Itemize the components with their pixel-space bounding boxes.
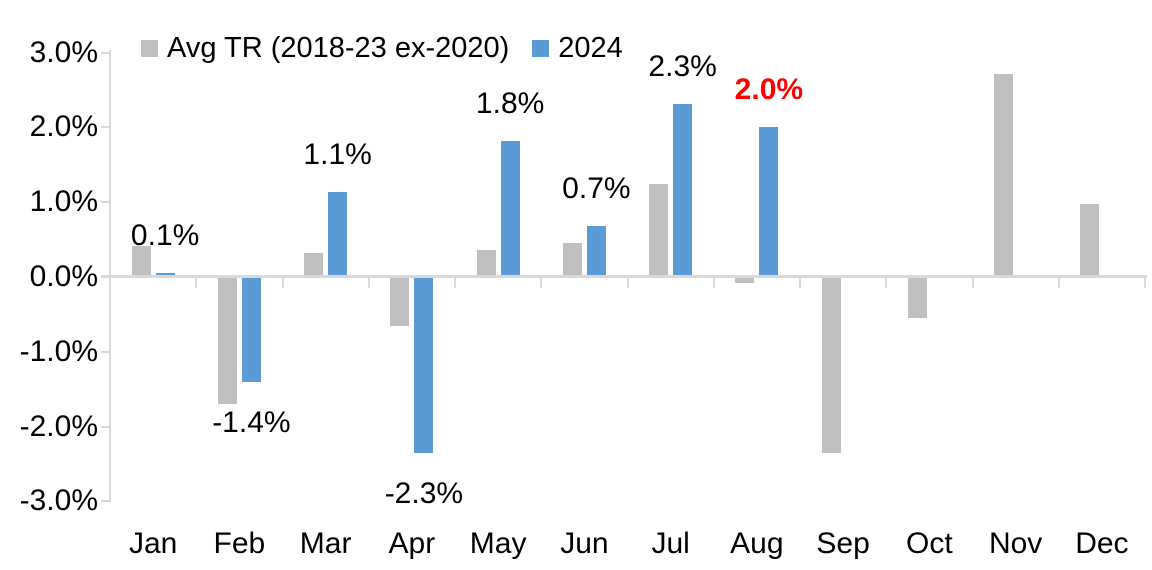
x-axis-tick: [281, 278, 284, 288]
y-axis-tick-label: 3.0%: [29, 35, 98, 69]
data-label-jan: 0.1%: [130, 218, 200, 252]
x-axis-tick: [799, 278, 801, 288]
bar-avg-tr-may: [476, 250, 496, 277]
bar-2024-jun: [586, 226, 606, 277]
x-axis-line: [101, 275, 1147, 278]
data-label-may: 1.8%: [475, 86, 545, 120]
y-axis-tick-label: -2.0%: [19, 409, 98, 443]
bar-avg-tr-jul: [649, 183, 669, 277]
bar-2024-aug: [759, 127, 779, 277]
data-label-feb: -1.4%: [212, 405, 291, 439]
bar-avg-tr-jan: [131, 245, 151, 277]
y-axis-tick-label: -3.0%: [19, 484, 98, 518]
x-axis-tick: [626, 278, 629, 288]
x-axis-label-may: May: [469, 527, 527, 560]
x-axis-label-jan: Jan: [128, 527, 178, 560]
x-axis-tick: [540, 278, 543, 288]
bar-avg-tr-aug: [735, 277, 755, 283]
x-axis-tick: [971, 278, 974, 288]
x-axis-tick: [1057, 278, 1060, 288]
x-axis-tick: [454, 278, 456, 288]
x-axis-label-aug: Aug: [730, 527, 784, 560]
y-axis-tick: [101, 201, 110, 204]
x-axis-tick: [109, 278, 111, 288]
legend-swatch-2024: [532, 39, 550, 57]
x-axis-tick: [367, 278, 370, 288]
bar-avg-tr-sep: [821, 277, 841, 453]
x-axis-label-dec: Dec: [1075, 527, 1129, 560]
chart-legend: Avg TR (2018-23 ex-2020) 2024: [141, 31, 623, 65]
bar-2024-jul: [673, 104, 693, 277]
legend-swatch-avg-tr: [141, 39, 158, 57]
y-axis-tick: [101, 350, 110, 353]
x-axis-tick: [885, 278, 888, 288]
data-label-mar: 1.1%: [303, 138, 372, 172]
data-label-apr: -2.3%: [384, 476, 464, 510]
x-axis-tick: [195, 278, 198, 288]
bar-2024-mar: [328, 192, 348, 277]
y-axis-tick-label: 1.0%: [29, 185, 98, 219]
bar-avg-tr-oct: [907, 277, 927, 319]
x-axis-tick: [1144, 278, 1146, 288]
bar-2024-may: [500, 140, 520, 277]
bar-2024-apr: [414, 277, 434, 453]
x-axis-label-apr: Apr: [388, 527, 436, 560]
bar-avg-tr-mar: [304, 253, 324, 277]
x-axis-label-nov: Nov: [988, 527, 1043, 560]
x-axis-tick: [712, 278, 715, 288]
y-axis-tick: [101, 51, 110, 54]
bar-avg-tr-apr: [390, 277, 410, 326]
data-label-aug: 2.0%: [734, 73, 804, 107]
x-axis-label-oct: Oct: [906, 527, 953, 560]
y-axis-tick: [101, 425, 110, 428]
data-label-jul: 2.3%: [648, 50, 717, 84]
x-axis-label-sep: Sep: [816, 527, 870, 560]
x-axis-label-jul: Jul: [651, 527, 690, 560]
bar-avg-tr-jun: [562, 243, 582, 277]
data-label-jun: 0.7%: [562, 172, 631, 206]
bar-avg-tr-nov: [994, 73, 1014, 277]
y-axis-tick-label: 0.0%: [29, 260, 98, 293]
x-axis-label-jun: Jun: [560, 527, 609, 560]
bar-2024-jan: [155, 272, 175, 277]
legend-label-2024: 2024: [558, 31, 623, 64]
x-axis-label-feb: Feb: [213, 527, 266, 560]
bar-avg-tr-feb: [217, 277, 237, 405]
y-axis-tick-label: -1.0%: [19, 334, 98, 368]
bar-avg-tr-dec: [1080, 204, 1100, 277]
x-axis-label-mar: Mar: [299, 527, 352, 560]
y-axis-tick: [101, 500, 110, 503]
y-axis-tick: [101, 126, 110, 129]
bar-2024-feb: [241, 277, 261, 382]
legend-label-avg-tr: Avg TR (2018-23 ex-2020): [167, 31, 510, 64]
y-axis-tick-label: 2.0%: [29, 110, 98, 144]
